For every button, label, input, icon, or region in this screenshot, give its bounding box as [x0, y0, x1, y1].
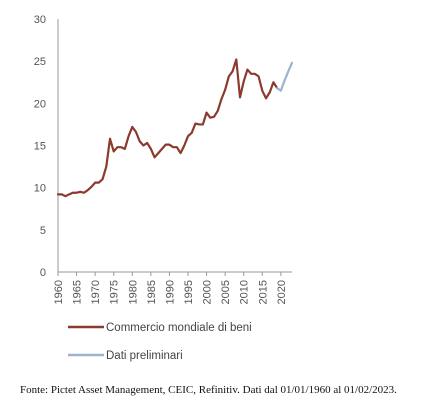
series-line-0 — [56, 58, 279, 198]
y-tick-label: 20 — [34, 98, 46, 110]
series-line-1 — [276, 61, 294, 92]
x-tick-label: 1960 — [53, 280, 65, 304]
x-tick-label: 1995 — [183, 280, 195, 304]
y-tick-label: 0 — [40, 267, 46, 279]
legend-label: Commercio mondiale di beni — [106, 322, 252, 334]
x-tick-label: 1980 — [127, 280, 139, 304]
x-tick-label: 2020 — [276, 280, 288, 304]
y-tick-label: 10 — [34, 183, 46, 195]
x-tick-label: 1990 — [164, 280, 176, 304]
y-tick-label: 25 — [34, 56, 46, 68]
x-tick-label: 2015 — [257, 280, 269, 304]
x-tick-label: 2005 — [220, 280, 232, 304]
x-tick-label: 2000 — [202, 280, 214, 304]
x-tick-label: 1985 — [146, 280, 158, 304]
legend-label: Dati preliminari — [106, 350, 183, 362]
x-tick-label: 1965 — [72, 280, 84, 304]
y-tick-label: 15 — [34, 141, 46, 153]
x-tick-label: 1970 — [90, 280, 102, 304]
y-tick-label: 5 — [40, 225, 46, 237]
x-tick-label: 1975 — [109, 280, 121, 304]
source-note: Fonte: Pictet Asset Management, CEIC, Re… — [20, 384, 397, 396]
y-tick-label: 30 — [34, 14, 46, 26]
x-tick-label: 2010 — [239, 280, 251, 304]
